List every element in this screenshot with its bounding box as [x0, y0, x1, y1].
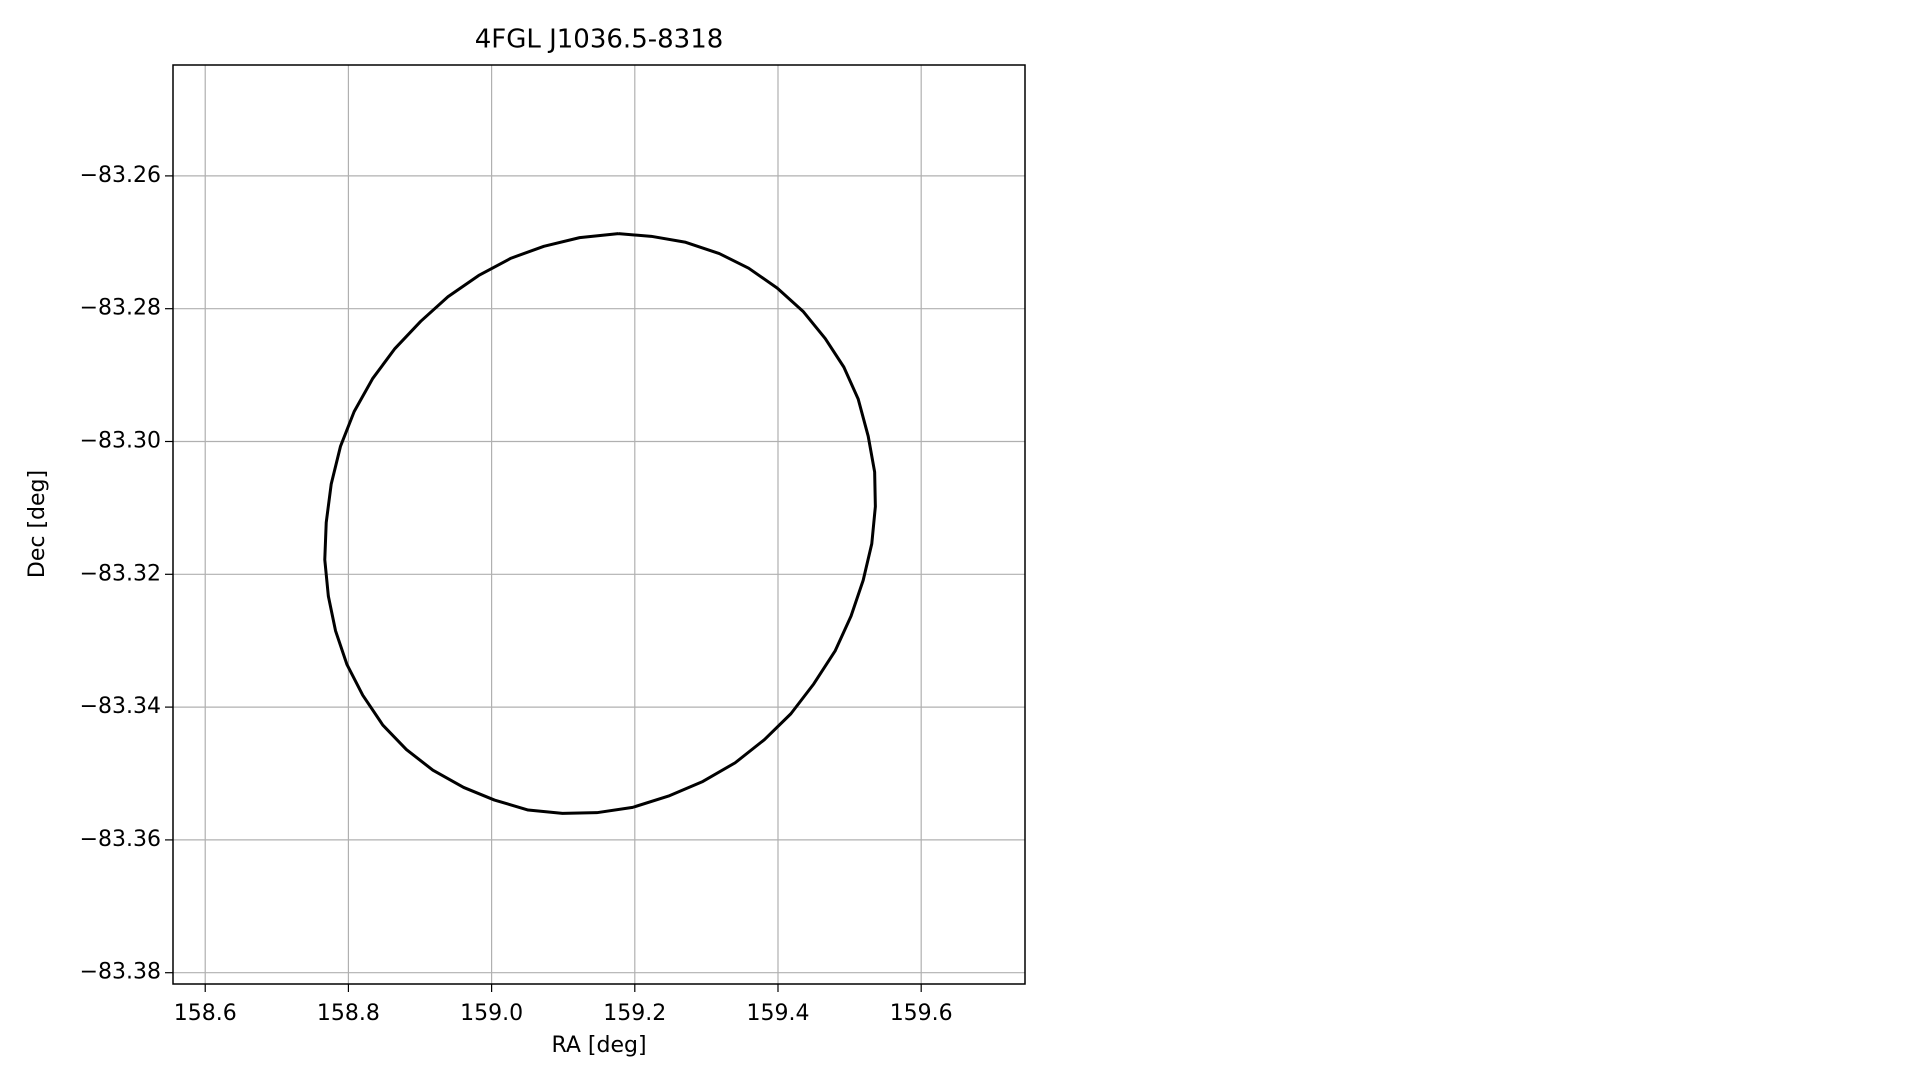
- y-tick-label: −83.38: [80, 960, 161, 985]
- x-tick-label: 159.4: [746, 1001, 809, 1026]
- y-tick-label: −83.34: [80, 694, 161, 719]
- data-line: [323, 232, 877, 815]
- y-tick-label: −83.36: [80, 827, 161, 852]
- y-tick-label: −83.26: [80, 163, 161, 188]
- plot-frame: [172, 64, 1026, 985]
- x-tick-label: 159.0: [460, 1001, 523, 1026]
- y-tick-label: −83.32: [80, 561, 161, 586]
- x-tick-label: 159.6: [890, 1001, 953, 1026]
- chart-title: 4FGL J1036.5-8318: [475, 25, 724, 55]
- y-tick-label: −83.30: [80, 428, 161, 453]
- x-tick-label: 158.8: [317, 1001, 380, 1026]
- x-tick-label: 159.2: [603, 1001, 666, 1026]
- y-axis-label: Dec [deg]: [25, 470, 50, 578]
- y-tick-label: −83.28: [80, 296, 161, 321]
- x-tick-label: 158.6: [174, 1001, 237, 1026]
- x-axis-label: RA [deg]: [551, 1033, 646, 1058]
